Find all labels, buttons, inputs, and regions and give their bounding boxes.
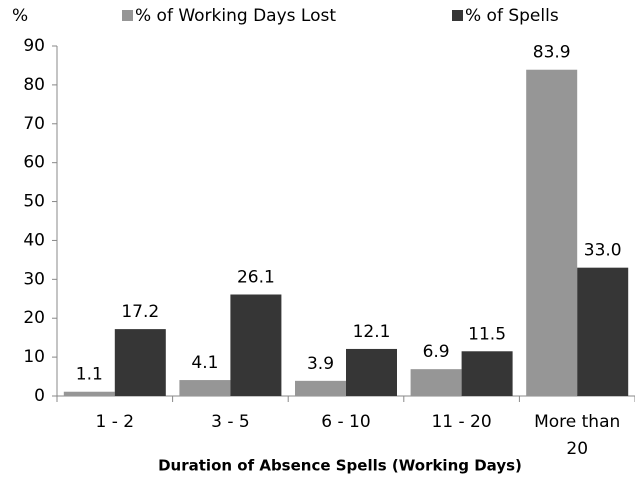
y-tick-label: 70 bbox=[23, 114, 45, 134]
bar bbox=[410, 369, 462, 396]
y-tick-label: 30 bbox=[23, 269, 45, 289]
x-tick-label: 1 - 2 bbox=[96, 412, 135, 432]
y-tick-label: 50 bbox=[23, 192, 45, 212]
data-label: 83.9 bbox=[533, 43, 571, 63]
data-label: 17.2 bbox=[121, 302, 159, 322]
data-label: 3.9 bbox=[307, 354, 334, 374]
data-label: 1.1 bbox=[76, 365, 103, 385]
data-label: 4.1 bbox=[191, 353, 218, 373]
bar bbox=[461, 351, 513, 396]
legend-label: % of Working Days Lost bbox=[135, 6, 336, 26]
data-label: 12.1 bbox=[353, 322, 391, 342]
bar bbox=[179, 380, 231, 396]
legend-swatch bbox=[122, 10, 133, 21]
bar bbox=[526, 69, 578, 396]
bar bbox=[346, 348, 397, 396]
x-tick-label: More than 20 bbox=[534, 412, 620, 459]
y-tick-label: 20 bbox=[23, 308, 45, 328]
y-tick-label: 40 bbox=[23, 230, 45, 250]
data-label: 26.1 bbox=[237, 268, 275, 288]
y-tick-label: 10 bbox=[23, 347, 45, 367]
y-tick-label: 80 bbox=[23, 75, 45, 95]
data-label: 11.5 bbox=[468, 324, 506, 344]
y-tick-label: 90 bbox=[23, 36, 45, 56]
x-tick-label: 3 - 5 bbox=[211, 412, 250, 432]
bar bbox=[230, 294, 282, 396]
y-tick-label: 60 bbox=[23, 153, 45, 173]
x-tick-label: 11 - 20 bbox=[431, 412, 491, 432]
bar bbox=[577, 267, 629, 396]
bar bbox=[114, 329, 166, 396]
x-axis-title: Duration of Absence Spells (Working Days… bbox=[158, 457, 522, 475]
y-tick-label: 0 bbox=[34, 386, 45, 406]
x-tick-label-line: 20 bbox=[566, 439, 588, 459]
x-tick-label-line: More than bbox=[534, 412, 620, 432]
data-label: 33.0 bbox=[584, 241, 622, 261]
x-tick-label: 6 - 10 bbox=[321, 412, 370, 432]
legend-label: % of Spells bbox=[465, 6, 559, 26]
bar bbox=[63, 391, 115, 396]
legend-swatch bbox=[452, 10, 463, 21]
y-axis-title: % bbox=[12, 6, 28, 26]
data-label: 6.9 bbox=[423, 342, 450, 362]
bar bbox=[295, 380, 346, 396]
